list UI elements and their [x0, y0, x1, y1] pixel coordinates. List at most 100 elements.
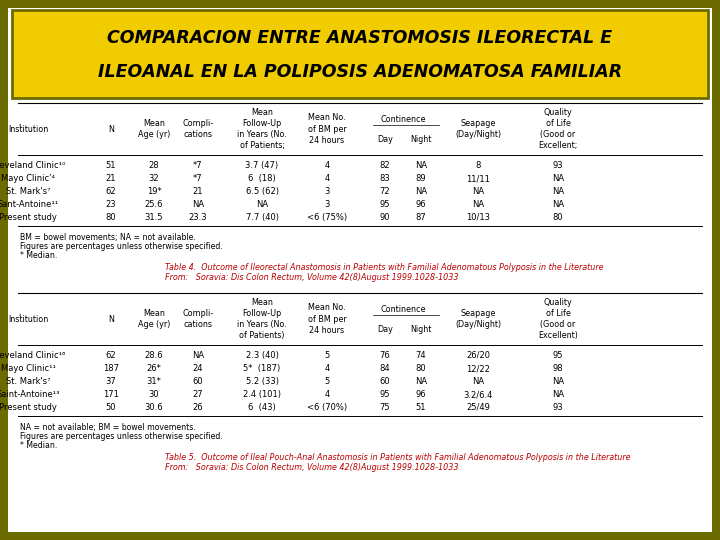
Text: 5: 5: [325, 351, 330, 360]
Text: NA: NA: [552, 390, 564, 399]
Text: NA: NA: [256, 200, 268, 209]
Text: 3.7 (47): 3.7 (47): [246, 161, 279, 170]
Text: 95: 95: [379, 200, 390, 209]
Text: 32: 32: [149, 174, 159, 183]
Text: Seapage
(Day/Night): Seapage (Day/Night): [455, 119, 501, 139]
Text: Day: Day: [377, 134, 393, 144]
Text: NA: NA: [552, 377, 564, 386]
Text: 21: 21: [193, 187, 203, 196]
Text: 72: 72: [379, 187, 390, 196]
Text: 31.5: 31.5: [145, 213, 163, 222]
Text: * Median.: * Median.: [20, 441, 58, 450]
Text: 75: 75: [379, 403, 390, 412]
Text: 84: 84: [379, 364, 390, 373]
Text: 3: 3: [324, 187, 330, 196]
Text: 76: 76: [379, 351, 390, 360]
Text: Compli-
cations: Compli- cations: [182, 309, 214, 329]
Text: Cleveland Clinic¹⁰: Cleveland Clinic¹⁰: [0, 161, 66, 170]
Text: 2.4 (101): 2.4 (101): [243, 390, 281, 399]
Text: 6  (43): 6 (43): [248, 403, 276, 412]
Text: 95: 95: [553, 351, 563, 360]
Text: N: N: [108, 314, 114, 323]
Text: 19*: 19*: [147, 187, 161, 196]
Text: NA: NA: [472, 187, 484, 196]
Text: N: N: [108, 125, 114, 133]
Text: Mean No.
of BM per
24 hours: Mean No. of BM per 24 hours: [307, 113, 346, 145]
Text: * Median.: * Median.: [20, 251, 58, 260]
Text: 3: 3: [324, 200, 330, 209]
Text: 12/22: 12/22: [466, 364, 490, 373]
Text: 27: 27: [193, 390, 203, 399]
Text: 28: 28: [149, 161, 159, 170]
Text: 80: 80: [106, 213, 117, 222]
Text: Mean
Follow-Up
in Years (No.
of Patients): Mean Follow-Up in Years (No. of Patients…: [237, 298, 287, 340]
Text: 3.2/6.4: 3.2/6.4: [463, 390, 492, 399]
Text: Night: Night: [410, 325, 432, 334]
Text: 10/13: 10/13: [466, 213, 490, 222]
Text: 93: 93: [553, 403, 563, 412]
Text: Present study: Present study: [0, 403, 57, 412]
Text: From:   Soravia: Dis Colon Rectum, Volume 42(8)August 1999.1028-1033: From: Soravia: Dis Colon Rectum, Volume …: [165, 463, 459, 472]
Text: 60: 60: [193, 377, 203, 386]
Text: 74: 74: [415, 351, 426, 360]
Text: 5.2 (33): 5.2 (33): [246, 377, 279, 386]
Text: *7: *7: [193, 161, 203, 170]
Text: 82: 82: [379, 161, 390, 170]
Text: 95: 95: [379, 390, 390, 399]
Text: Table 4.  Outcome of Ileorectal Anastomosis in Patients with Familial Adenomatou: Table 4. Outcome of Ileorectal Anastomos…: [165, 263, 603, 272]
Text: Seapage
(Day/Night): Seapage (Day/Night): [455, 309, 501, 329]
Text: 7.7 (40): 7.7 (40): [246, 213, 279, 222]
Text: From:   Soravia: Dis Colon Rectum, Volume 42(8)August 1999.1028-1033: From: Soravia: Dis Colon Rectum, Volume …: [165, 273, 459, 282]
Text: St. Mark's⁷: St. Mark's⁷: [6, 377, 50, 386]
Text: NA = not available; BM = bowel movements.: NA = not available; BM = bowel movements…: [20, 423, 196, 432]
Text: NA: NA: [552, 200, 564, 209]
Text: NA: NA: [472, 200, 484, 209]
Text: 30.6: 30.6: [145, 403, 163, 412]
Text: ,: ,: [18, 308, 20, 318]
Text: 5: 5: [325, 377, 330, 386]
Text: 25/49: 25/49: [466, 403, 490, 412]
Text: 25.6: 25.6: [145, 200, 163, 209]
Text: NA: NA: [552, 174, 564, 183]
Text: Cleveland Clinic¹⁶: Cleveland Clinic¹⁶: [0, 351, 66, 360]
Text: St. Mark's⁷: St. Mark's⁷: [6, 187, 50, 196]
Text: Institution: Institution: [8, 314, 48, 323]
Text: NA: NA: [415, 377, 427, 386]
Text: Mayo Clinicʹ⁴: Mayo Clinicʹ⁴: [1, 174, 55, 183]
Text: 50: 50: [106, 403, 116, 412]
Text: 26/20: 26/20: [466, 351, 490, 360]
Text: Figures are percentages unless otherwise specified.: Figures are percentages unless otherwise…: [20, 432, 223, 441]
Text: Continence: Continence: [380, 114, 426, 124]
Text: 6.5 (62): 6.5 (62): [246, 187, 279, 196]
Text: Day: Day: [377, 325, 393, 334]
Text: NA: NA: [192, 351, 204, 360]
Text: 96: 96: [415, 390, 426, 399]
Text: 62: 62: [106, 351, 117, 360]
Text: 60: 60: [379, 377, 390, 386]
Text: 4: 4: [325, 364, 330, 373]
Text: NA: NA: [192, 200, 204, 209]
Text: 4: 4: [325, 174, 330, 183]
Text: 96: 96: [415, 200, 426, 209]
Text: Mayo Clinic¹¹: Mayo Clinic¹¹: [1, 364, 55, 373]
Text: Sant-Antoine¹¹: Sant-Antoine¹¹: [0, 200, 58, 209]
Text: 26*: 26*: [147, 364, 161, 373]
Text: Saint-Antoine¹³: Saint-Antoine¹³: [0, 390, 60, 399]
Text: <6 (70%): <6 (70%): [307, 403, 347, 412]
Text: 30: 30: [149, 390, 159, 399]
Text: NA: NA: [552, 187, 564, 196]
Text: Table 5.  Outcome of Ileal Pouch-Anal Anastomosis in Patients with Familial Aden: Table 5. Outcome of Ileal Pouch-Anal Ana…: [165, 453, 631, 462]
Text: 51: 51: [106, 161, 116, 170]
Text: ,: ,: [18, 118, 20, 127]
Text: 23: 23: [106, 200, 117, 209]
Text: Mean No.
of BM per
24 hours: Mean No. of BM per 24 hours: [307, 303, 346, 335]
Text: 6  (18): 6 (18): [248, 174, 276, 183]
Bar: [12, 10, 708, 98]
Text: 4: 4: [325, 390, 330, 399]
Text: 98: 98: [553, 364, 563, 373]
Text: 5*  (187): 5* (187): [243, 364, 281, 373]
Text: Present study: Present study: [0, 213, 57, 222]
Text: Institution: Institution: [8, 125, 48, 133]
Text: 89: 89: [415, 174, 426, 183]
Text: 23.3: 23.3: [189, 213, 207, 222]
